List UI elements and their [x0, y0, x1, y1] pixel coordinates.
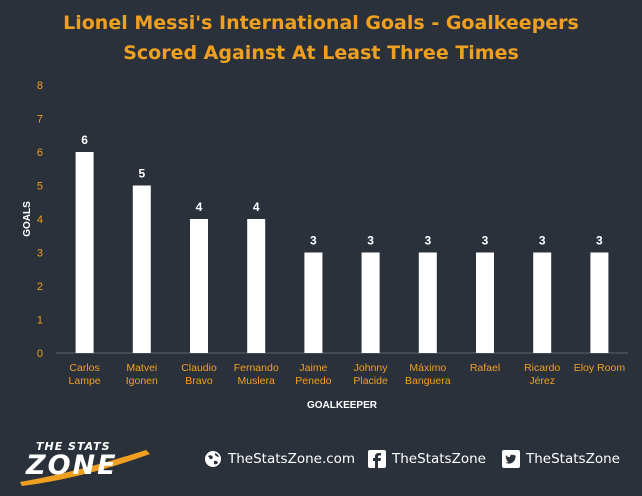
data-label: 3: [482, 234, 489, 248]
facebook-icon: [368, 450, 386, 468]
x-tick-label: Fernando: [234, 362, 279, 374]
logo-swoosh-icon: [20, 450, 150, 486]
x-axis-label: GOALKEEPER: [307, 400, 378, 411]
y-tick-label: 2: [37, 281, 43, 293]
facebook-link[interactable]: TheStatsZone: [368, 450, 486, 468]
x-tick-label: Ricardo: [524, 362, 560, 374]
bar: [247, 219, 266, 353]
data-label: 3: [424, 234, 431, 248]
title-line-2: Scored Against At Least Three Times: [123, 42, 519, 64]
logo-text-bottom: ZONE: [26, 450, 118, 481]
y-tick-label: 8: [37, 80, 43, 92]
logo-text-top: THE STATS: [36, 440, 111, 453]
y-axis-label: GOALS: [22, 201, 33, 237]
y-tick-label: 5: [37, 181, 43, 193]
data-label: 3: [310, 234, 317, 248]
twitter-link[interactable]: TheStatsZone: [502, 450, 620, 468]
data-label: 3: [596, 234, 603, 248]
data-label: 3: [367, 234, 374, 248]
globe-icon: [204, 450, 222, 468]
y-tick-label: 1: [37, 315, 43, 327]
y-tick-label: 3: [37, 248, 43, 260]
x-tick-label: Igonen: [126, 375, 158, 387]
bar: [132, 185, 151, 353]
bar: [190, 219, 208, 353]
chart-title: Lionel Messi's International Goals - Goa…: [0, 8, 642, 68]
title-line-1: Lionel Messi's International Goals - Goa…: [63, 12, 579, 34]
twitter-icon: [502, 450, 520, 468]
x-tick-label: Placide: [353, 375, 388, 387]
website-text: TheStatsZone.com: [228, 451, 356, 467]
data-label: 5: [138, 167, 145, 181]
bar: [476, 252, 494, 353]
x-tick-label: Matvei: [126, 362, 157, 374]
y-tick-label: 7: [37, 114, 43, 126]
x-tick-label: Jaime: [299, 362, 327, 374]
bar: [533, 252, 552, 353]
data-label: 3: [539, 234, 546, 248]
data-label: 4: [253, 200, 260, 214]
x-tick-label: Penedo: [295, 375, 331, 387]
data-label: 6: [81, 133, 88, 147]
x-tick-label: Jérez: [529, 375, 555, 387]
bar: [304, 252, 323, 353]
facebook-text: TheStatsZone: [392, 451, 486, 467]
y-tick-label: 0: [37, 348, 43, 360]
x-tick-label: Claudio: [181, 362, 217, 374]
twitter-text: TheStatsZone: [526, 451, 620, 467]
bar: [75, 152, 94, 353]
x-tick-label: Johnny: [354, 362, 389, 374]
x-tick-label: Muslera: [238, 375, 276, 387]
x-tick-label: Bravo: [185, 375, 213, 387]
y-tick-label: 6: [37, 147, 43, 159]
x-tick-label: Eloy Room: [574, 362, 626, 374]
data-label: 4: [196, 200, 203, 214]
stats-zone-logo: THE STATS ZONE: [18, 436, 168, 486]
website-link[interactable]: TheStatsZone.com: [204, 450, 355, 468]
footer: THE STATS ZONE TheStatsZone.com TheStats…: [0, 428, 642, 496]
x-tick-label: Máximo: [409, 362, 446, 374]
y-tick-label: 4: [37, 214, 43, 226]
bar: [361, 252, 380, 353]
x-tick-label: Carlos: [69, 362, 99, 374]
x-tick-label: Lampe: [69, 375, 101, 387]
bar: [418, 252, 437, 353]
x-tick-label: Banguera: [405, 375, 451, 387]
bar: [590, 252, 609, 353]
x-tick-label: Rafael: [470, 362, 500, 374]
